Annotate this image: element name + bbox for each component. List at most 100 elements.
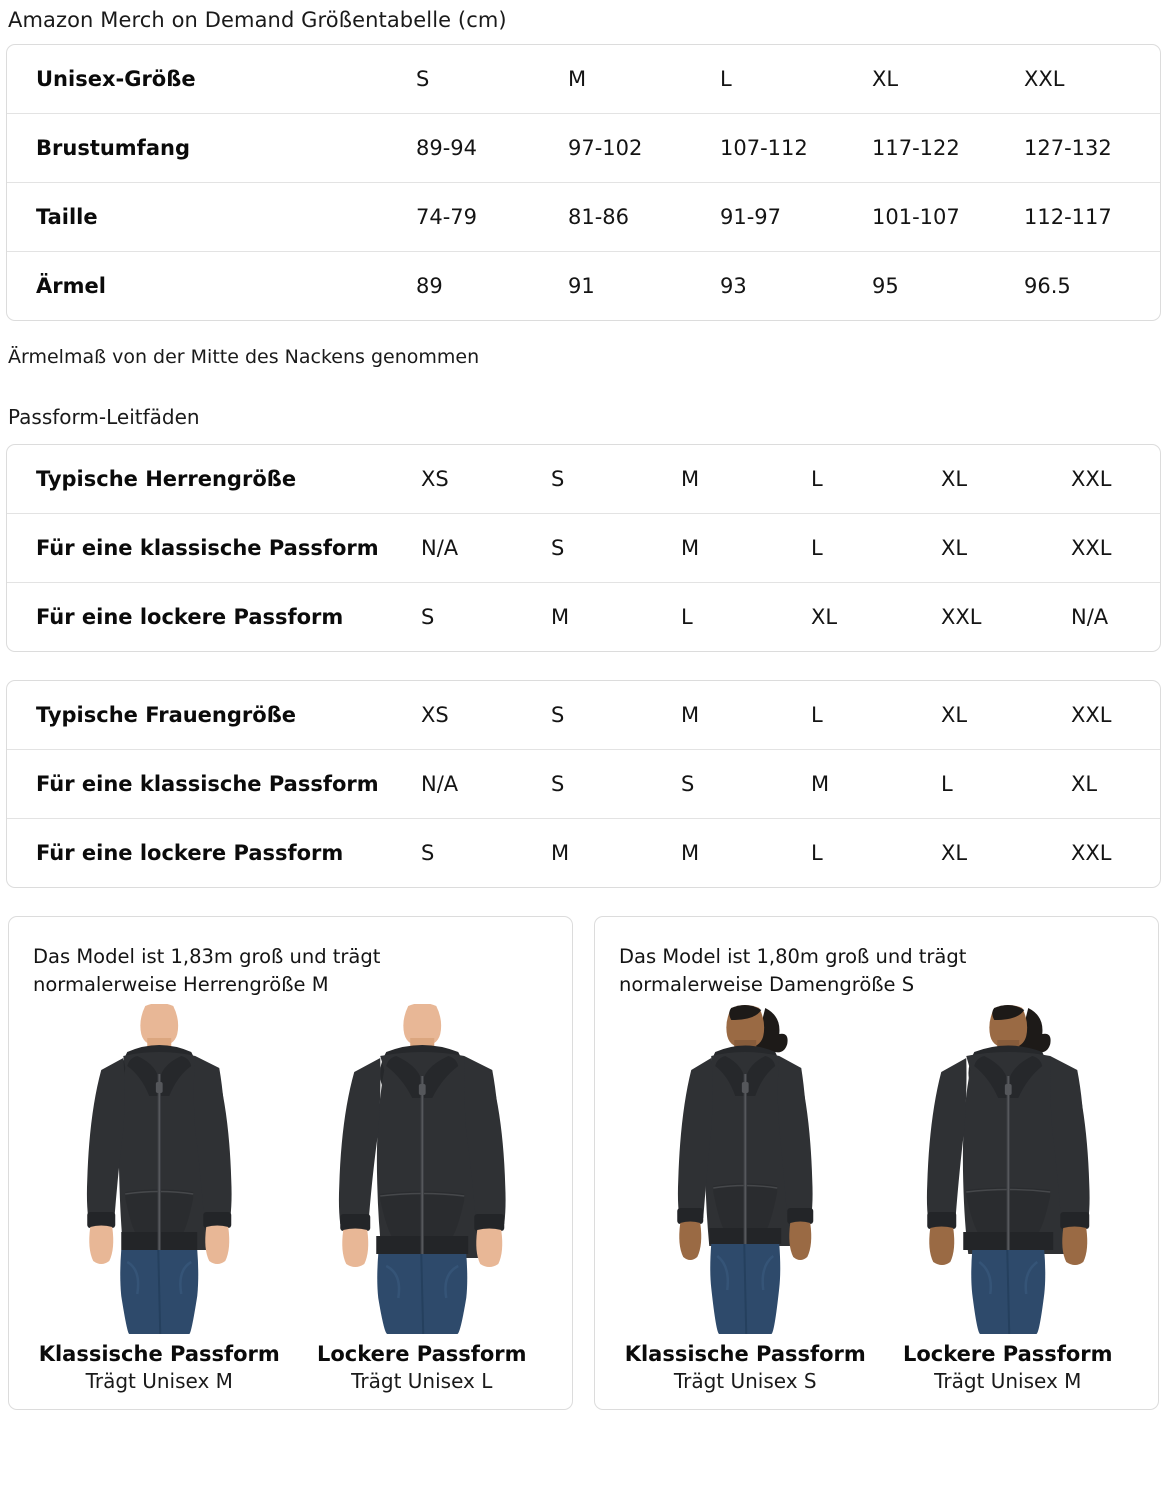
row-label: Für eine lockere Passform — [7, 817, 421, 887]
model-figures: Klassische Passform Trägt Unisex S — [619, 1004, 1134, 1393]
size-column-header: M — [681, 702, 700, 727]
table-cell: 81-86 — [568, 182, 720, 252]
size-column-header: S — [416, 67, 430, 91]
size-column-header: M — [568, 67, 587, 91]
table-cell: 89-94 — [416, 113, 568, 183]
size-column-header: XXL — [1024, 67, 1065, 91]
size-column-header: XL — [872, 67, 899, 91]
model-card-womens: Das Model ist 1,80m groß und trägt norma… — [594, 915, 1159, 1410]
table-cell: 101-107 — [872, 182, 1024, 252]
fit-name-label: Klassische Passform — [624, 1342, 866, 1367]
size-column-header: XXL — [1071, 702, 1112, 727]
table-cell: 127-132 — [1024, 113, 1160, 183]
column-header-label: Typische Herrengröße — [36, 466, 297, 491]
fit-name-label: Klassische Passform — [38, 1342, 280, 1367]
table-cell: N/A — [1071, 581, 1160, 651]
table-cell: 91-97 — [720, 182, 872, 252]
table-cell: L — [681, 581, 811, 651]
size-column-header: L — [720, 67, 732, 91]
table-cell: XL — [1071, 748, 1160, 819]
model-card-caption: Das Model ist 1,80m groß und trägt norma… — [619, 944, 967, 996]
table-cell: S — [551, 512, 681, 583]
row-label: Taille — [7, 182, 416, 252]
table-cell: XXL — [1071, 512, 1160, 583]
size-column-header: S — [551, 466, 565, 491]
fit-name-label: Lockere Passform — [902, 1342, 1113, 1367]
sleeve-measurement-note: Ärmelmaß von der Mitte des Nackens genom… — [8, 346, 480, 368]
table-cell: 93 — [720, 251, 872, 320]
table-cell: M — [681, 512, 811, 583]
size-column-header: L — [811, 702, 823, 727]
table-cell: XXL — [1071, 817, 1160, 887]
fit-wears-label: Trägt Unisex S — [673, 1369, 817, 1394]
model-card-mens: Das Model ist 1,83m groß und trägt norma… — [8, 915, 573, 1410]
table-cell: L — [811, 817, 941, 887]
column-header-label: Unisex-Größe — [36, 67, 196, 91]
fit-wears-label: Trägt Unisex L — [351, 1369, 493, 1394]
fit-wears-label: Trägt Unisex M — [934, 1369, 1082, 1394]
row-label: Für eine lockere Passform — [7, 581, 421, 651]
column-header-label: Typische Frauengröße — [36, 702, 297, 727]
row-label: Für eine klassische Passform — [7, 512, 421, 583]
table-cell: XL — [941, 817, 1071, 887]
model-figure-relaxed-fit: Lockere Passform Trägt Unisex L — [296, 1004, 549, 1393]
table-cell: 97-102 — [568, 113, 720, 183]
fit-wears-label: Trägt Unisex M — [85, 1369, 233, 1394]
table-row: Für eine klassische Passform N/A S M L XL XXL — [7, 512, 1160, 583]
size-column-header: XXL — [1071, 466, 1112, 491]
mens-fit-header-row: Typische Herrengröße XS S M L XL XXL — [7, 445, 1160, 514]
size-column-header: M — [681, 466, 700, 491]
woman-classic-fit-illustration — [619, 1004, 872, 1335]
table-cell: M — [551, 817, 681, 887]
table-cell: S — [551, 748, 681, 819]
model-card-caption: Das Model ist 1,83m groß und trägt norma… — [33, 944, 381, 996]
size-column-header: XL — [941, 702, 968, 727]
table-cell: XXL — [941, 581, 1071, 651]
fit-name-label: Lockere Passform — [316, 1342, 527, 1367]
fit-guides-heading: Passform-Leitfäden — [8, 404, 200, 429]
man-relaxed-fit-illustration — [296, 1004, 549, 1335]
size-column-header: S — [551, 702, 565, 727]
table-row: Brustumfang 89-94 97-102 107-112 117-122 127-… — [7, 113, 1160, 183]
table-cell: N/A — [421, 748, 551, 819]
table-cell: S — [421, 581, 551, 651]
table-row: Für eine klassische Passform N/A S S M L XL — [7, 748, 1160, 819]
model-figures: Klassische Passform Trägt Unisex M — [33, 1004, 548, 1393]
table-cell: 95 — [872, 251, 1024, 320]
table-cell: 117-122 — [872, 113, 1024, 183]
measurements-header-row: Unisex-Größe S M L XL XXL — [7, 45, 1160, 114]
man-classic-fit-illustration — [33, 1004, 286, 1335]
model-figure-relaxed-fit: Lockere Passform Trägt Unisex M — [882, 1004, 1135, 1393]
table-cell: N/A — [421, 512, 551, 583]
model-figure-classic-fit: Klassische Passform Trägt Unisex S — [619, 1004, 872, 1393]
table-row: Ärmel 89 91 93 95 96.5 — [7, 251, 1160, 320]
size-column-header: L — [811, 466, 823, 491]
table-cell: 91 — [568, 251, 720, 320]
table-cell: 112-117 — [1024, 182, 1160, 252]
table-cell: S — [421, 817, 551, 887]
table-cell: M — [811, 748, 941, 819]
woman-relaxed-fit-illustration — [882, 1004, 1135, 1335]
row-label: Brustumfang — [7, 113, 416, 183]
table-cell: L — [941, 748, 1071, 819]
table-cell: S — [681, 748, 811, 819]
table-cell: XL — [941, 512, 1071, 583]
table-cell: L — [811, 512, 941, 583]
table-cell: XL — [811, 581, 941, 651]
table-cell: 107-112 — [720, 113, 872, 183]
table-row: Für eine lockere Passform S M L XL XXL N/A — [7, 581, 1160, 651]
mens-fit-table: Typische Herrengröße XS S M L XL XXL Für eine k… — [6, 443, 1161, 652]
model-figure-classic-fit: Klassische Passform Trägt Unisex M — [33, 1004, 286, 1393]
measurements-table: Unisex-Größe S M L XL XXL Brustumfang 89-94 97-1… — [6, 44, 1161, 321]
size-column-header: XS — [421, 466, 449, 491]
model-cards-row: Das Model ist 1,83m groß und trägt norma… — [6, 915, 1161, 1410]
womens-fit-header-row: Typische Frauengröße XS S M L XL XXL — [7, 681, 1160, 750]
table-cell: M — [551, 581, 681, 651]
table-cell: 96.5 — [1024, 251, 1160, 320]
womens-fit-table: Typische Frauengröße XS S M L XL XXL Für eine k… — [6, 679, 1161, 888]
page-title: Amazon Merch on Demand Größentabelle (cm… — [8, 8, 507, 32]
table-cell: M — [681, 817, 811, 887]
row-label: Für eine klassische Passform — [7, 748, 421, 819]
size-column-header: XL — [941, 466, 968, 491]
